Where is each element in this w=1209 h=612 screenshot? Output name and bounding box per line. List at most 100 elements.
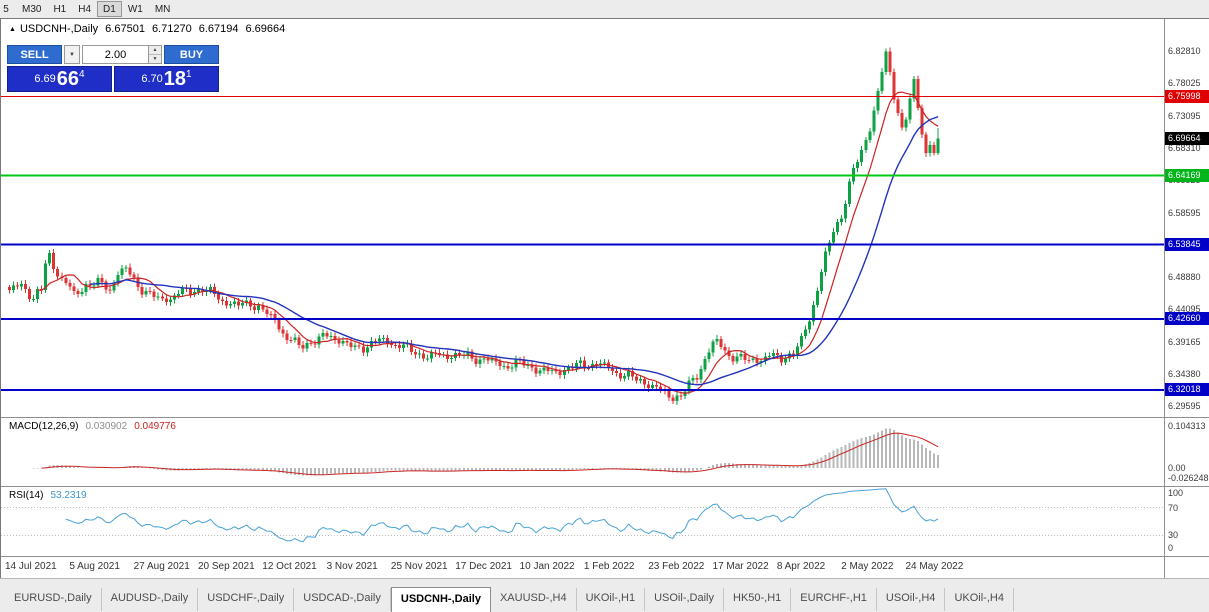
moving-averages-layer xyxy=(37,91,939,395)
volume-input[interactable]: 2.00 ▲ ▼ xyxy=(82,45,162,64)
macd-panel-plot[interactable]: MACD(12,26,9) 0.030902 0.049776 xyxy=(1,418,1164,487)
ohlc-low: 6.67194 xyxy=(198,23,239,35)
price-axis-label: 6.29595 xyxy=(1168,401,1201,412)
price-axis[interactable]: 6.828106.780256.730956.683106.635256.585… xyxy=(1164,19,1209,418)
price-axis-label: 6.73095 xyxy=(1168,110,1201,121)
sell-button[interactable]: SELL xyxy=(7,45,62,64)
buy-price-prefix: 6.70 xyxy=(141,73,163,85)
timeframe-button-m30[interactable]: M30 xyxy=(22,3,42,15)
volume-dropdown-button[interactable]: ▼ xyxy=(64,45,80,64)
tab-eurchfh1[interactable]: EURCHF-,H1 xyxy=(791,588,877,611)
price-axis-badge: 6.69664 xyxy=(1165,132,1209,146)
price-axis-badge: 6.64169 xyxy=(1165,168,1209,182)
time-axis-label: 24 May 2022 xyxy=(905,561,964,572)
price-axis-label: 6.44095 xyxy=(1168,304,1201,315)
timeframe-button-w1[interactable]: W1 xyxy=(127,3,143,15)
time-axis-label: 17 Mar 2022 xyxy=(712,561,769,572)
price-axis-badge: 6.42660 xyxy=(1165,312,1209,326)
time-axis[interactable]: 14 Jul 2021 5 Aug 2021 27 Aug 2021 20 Sep 2… xyxy=(1,557,1164,578)
timeframe-button-5[interactable]: 5 xyxy=(3,3,9,15)
ohlc-high: 6.71270 xyxy=(151,23,192,35)
price-axis-label: 6.68310 xyxy=(1168,142,1201,153)
tab-xauusdh4[interactable]: XAUUSD-,H4 xyxy=(491,588,577,611)
macd-axis[interactable]: 0.104313 0.00 -0.026248 xyxy=(1164,418,1209,487)
tab-usdcaddaily[interactable]: USDCAD-,Daily xyxy=(294,588,391,611)
tab-audusddaily[interactable]: AUDUSD-,Daily xyxy=(102,588,199,611)
price-axis-label: 6.78025 xyxy=(1168,77,1201,88)
sell-price-panel[interactable]: 6.69 66 4 xyxy=(7,66,112,92)
time-axis-label: 27 Aug 2021 xyxy=(133,561,190,572)
volume-value: 2.00 xyxy=(104,48,127,61)
price-axis-label: 6.48880 xyxy=(1168,272,1201,283)
price-axis-label: 6.58595 xyxy=(1168,207,1201,218)
tab-usoildaily[interactable]: USOil-,Daily xyxy=(645,588,724,611)
chart-window: ▲ USDCNH-,Daily 6.67501 6.71270 6.67194 … xyxy=(0,18,1209,578)
rsi-axis-label: 100 xyxy=(1168,488,1184,498)
one-click-trading-widget: SELL ▼ 2.00 ▲ ▼ BUY 6.69 xyxy=(7,45,219,92)
chart-grid: ▲ USDCNH-,Daily 6.67501 6.71270 6.67194 … xyxy=(1,19,1209,578)
ohlc-close: 6.69664 xyxy=(245,23,286,35)
timeframe-button-mn[interactable]: MN xyxy=(154,3,171,15)
tab-hk50h1[interactable]: HK50-,H1 xyxy=(724,588,792,611)
candles-layer xyxy=(8,47,940,405)
macd-indicator-label: MACD(12,26,9) 0.030902 0.049776 xyxy=(9,421,176,432)
collapse-triangle-icon: ▲ xyxy=(9,25,16,33)
chevron-down-icon: ▼ xyxy=(69,51,75,58)
tab-usdchfdaily[interactable]: USDCHF-,Daily xyxy=(198,588,295,611)
time-axis-label: 14 Jul 2021 xyxy=(5,561,57,572)
macd-signal-value: 0.049776 xyxy=(134,421,176,432)
chart-tab-bar: EURUSD-,Daily AUDUSD-,Daily USDCHF-,Daily U… xyxy=(0,578,1209,612)
rsi-axis-label: 0 xyxy=(1168,543,1174,553)
timeframe-button-h4[interactable]: H4 xyxy=(78,3,92,15)
tab-usdcnhdaily[interactable]: USDCNH-,Daily xyxy=(390,587,491,612)
rsi-axis[interactable]: 100 70 30 0 xyxy=(1164,487,1209,557)
rsi-value: 53.2319 xyxy=(50,490,87,501)
time-axis-label: 23 Feb 2022 xyxy=(648,561,705,572)
trade-widget-prices: 6.69 66 4 6.70 18 1 xyxy=(7,66,219,92)
price-axis-badge: 6.53845 xyxy=(1165,237,1209,251)
macd-chart xyxy=(32,428,940,476)
timeframe-button-h1[interactable]: H1 xyxy=(53,3,67,15)
price-axis-label: 6.82810 xyxy=(1168,45,1201,56)
time-axis-label: 12 Oct 2021 xyxy=(262,561,317,572)
axis-corner xyxy=(1164,557,1209,578)
time-axis-label: 8 Apr 2022 xyxy=(776,561,826,572)
rsi-levels-layer xyxy=(1,507,1164,536)
macd-title: MACD(12,26,9) xyxy=(9,421,79,432)
time-axis-label: 17 Dec 2021 xyxy=(455,561,512,572)
tab-ukoilh4[interactable]: UKOil-,H4 xyxy=(945,588,1014,611)
price-axis-label: 6.39165 xyxy=(1168,337,1201,348)
timeframe-button-d1[interactable]: D1 xyxy=(97,1,122,17)
rsi-line-layer xyxy=(65,488,939,543)
rsi-title: RSI(14) xyxy=(9,490,44,501)
volume-decrease-button[interactable]: ▼ xyxy=(149,55,161,63)
rsi-panel-plot[interactable]: RSI(14) 53.2319 xyxy=(1,487,1164,557)
buy-price-big: 18 xyxy=(163,68,187,90)
tab-usoilh4[interactable]: USOil-,H4 xyxy=(877,588,946,611)
macd-axis-label: 0.104313 xyxy=(1168,421,1206,431)
ohlc-open: 6.67501 xyxy=(105,23,145,35)
rsi-axis-label: 70 xyxy=(1168,502,1179,513)
volume-spinner: ▲ ▼ xyxy=(148,46,161,63)
time-axis-label: 25 Nov 2021 xyxy=(390,561,448,572)
time-axis-label: 5 Aug 2021 xyxy=(69,561,120,572)
symbol-name: USDCNH-,Daily xyxy=(19,23,99,35)
horizontal-lines-layer xyxy=(1,95,1164,391)
price-axis-badge: 6.75998 xyxy=(1165,89,1209,103)
price-axis-badge: 6.32018 xyxy=(1165,383,1209,397)
main-chart-plot[interactable]: ▲ USDCNH-,Daily 6.67501 6.71270 6.67194 … xyxy=(1,19,1164,418)
tab-ukoilh1[interactable]: UKOil-,H1 xyxy=(577,588,646,611)
rsi-axis-label: 30 xyxy=(1168,530,1179,541)
price-axis-label: 6.34380 xyxy=(1168,369,1201,380)
sell-price-prefix: 6.69 xyxy=(34,73,56,85)
candlestick-chart xyxy=(1,47,1164,405)
tab-eurusddaily[interactable]: EURUSD-,Daily xyxy=(5,588,102,611)
buy-button[interactable]: BUY xyxy=(164,45,219,64)
rsi-chart xyxy=(1,488,1164,543)
buy-price-panel[interactable]: 6.70 18 1 xyxy=(114,66,219,92)
volume-increase-button[interactable]: ▲ xyxy=(149,46,161,55)
chart-symbol-title: ▲ USDCNH-,Daily 6.67501 6.71270 6.67194 … xyxy=(9,23,285,35)
timeframe-toolbar: 5 M30 H1 H4 D1 W1 MN xyxy=(0,0,1209,18)
time-axis-label: 10 Jan 2022 xyxy=(519,561,575,572)
